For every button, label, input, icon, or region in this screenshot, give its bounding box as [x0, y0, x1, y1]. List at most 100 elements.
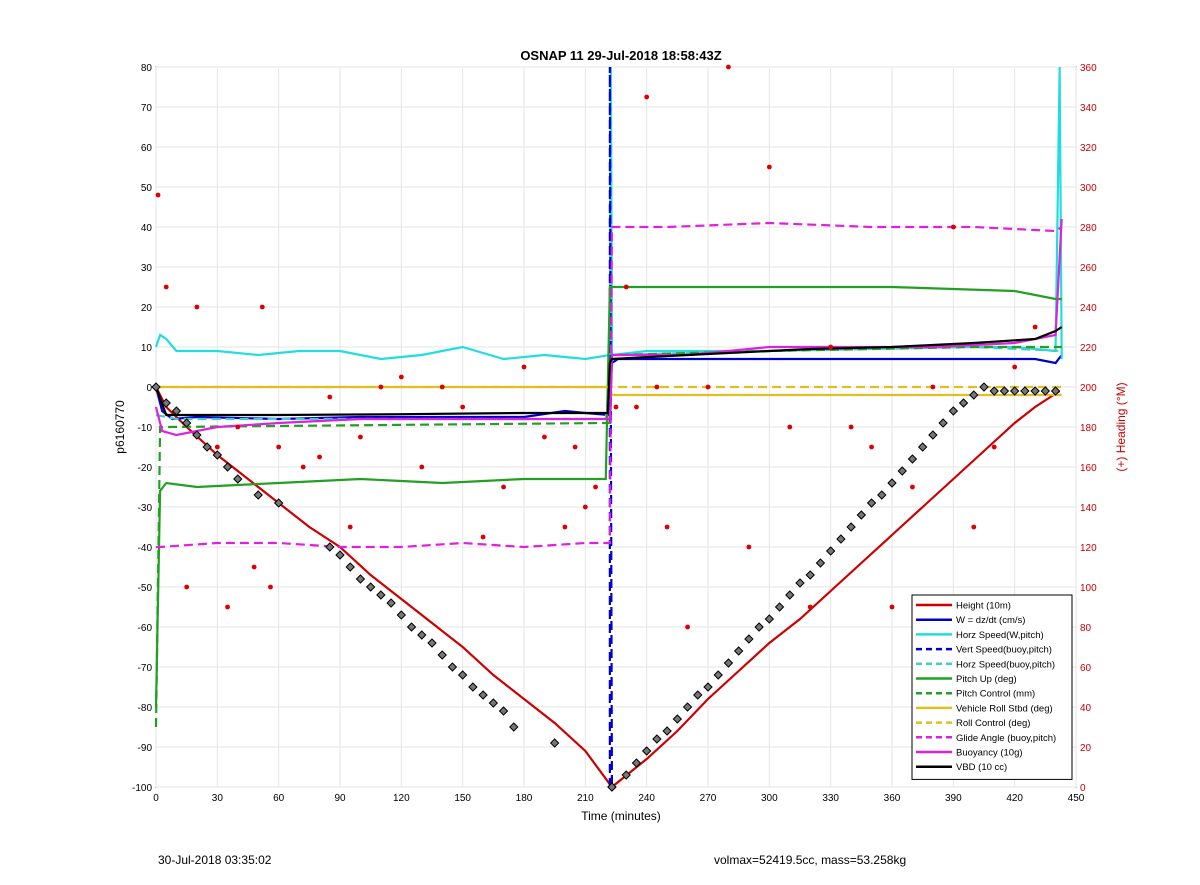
- depth-marker: [795, 578, 805, 588]
- y2-tick-label: 40: [1080, 703, 1092, 714]
- depth-marker: [723, 658, 734, 668]
- y2-tick-label: 180: [1080, 423, 1097, 434]
- heading-point: [726, 64, 731, 70]
- depth-marker: [703, 682, 713, 692]
- depth-marker: [468, 682, 478, 692]
- depth-marker: [447, 662, 458, 672]
- series-line: [154, 285, 1062, 708]
- depth-marker: [212, 450, 223, 460]
- legend-entry: Glide Angle (buoy,pitch): [956, 733, 1056, 744]
- depth-marker: [641, 746, 652, 756]
- chart-title: OSNAP 11 29-Jul-2018 18:58:43Z: [520, 48, 721, 63]
- heading-point: [766, 164, 772, 170]
- heading-point: [300, 464, 306, 470]
- heading-point: [501, 484, 506, 490]
- heading-point: [593, 484, 598, 490]
- depth-marker: [805, 570, 815, 580]
- legend-entry: Height (10m): [956, 601, 1011, 612]
- y2-tick-label: 160: [1080, 463, 1097, 474]
- y-tick-label: -70: [138, 663, 153, 674]
- heading-point: [613, 404, 619, 410]
- depth-marker: [846, 522, 856, 532]
- depth-marker: [335, 550, 345, 560]
- x-tick-label: 300: [761, 793, 778, 804]
- x-axis-label: Time (minutes): [581, 809, 661, 823]
- y2-tick-label: 60: [1080, 663, 1092, 674]
- legend-entry: Pitch Up (deg): [956, 674, 1017, 685]
- heading-point: [1012, 364, 1018, 370]
- heading-point: [685, 624, 690, 630]
- heading-point: [214, 444, 220, 450]
- depth-marker: [509, 722, 519, 732]
- depth-marker: [161, 398, 171, 408]
- legend-entry: Buoyancy (10g): [956, 748, 1023, 759]
- heading-point: [398, 374, 404, 380]
- depth-marker: [1009, 386, 1020, 396]
- depth-marker: [938, 418, 948, 428]
- depth-marker: [386, 598, 396, 608]
- depth-marker: [498, 706, 509, 716]
- series-line: [154, 326, 1063, 417]
- heading-point: [378, 384, 384, 390]
- y-tick-label: -90: [138, 743, 153, 754]
- heading-point: [347, 524, 353, 530]
- depth-marker: [1050, 386, 1061, 396]
- legend-entry: Horz Speed(W,pitch): [956, 630, 1044, 641]
- y-tick-label: 60: [141, 143, 153, 154]
- depth-marker: [958, 398, 969, 408]
- y2-tick-label: 320: [1080, 143, 1097, 154]
- depth-marker: [396, 610, 407, 620]
- y-tick-label: -100: [132, 783, 152, 794]
- y-axis-label: p6160770: [113, 400, 127, 454]
- depth-marker: [437, 650, 447, 660]
- heading-point: [654, 384, 660, 390]
- heading-point: [225, 604, 230, 610]
- y2-tick-label: 20: [1080, 743, 1092, 754]
- depth-marker: [1020, 386, 1030, 396]
- heading-point: [439, 384, 445, 390]
- depth-marker: [825, 546, 836, 556]
- x-tick-label: 270: [700, 793, 717, 804]
- heading-point: [460, 404, 466, 410]
- depth-marker: [856, 510, 867, 520]
- heading-point: [251, 564, 257, 570]
- y-tick-label: 20: [141, 303, 153, 314]
- heading-point: [971, 524, 977, 530]
- depth-marker: [1040, 386, 1051, 396]
- heading-point: [991, 444, 997, 450]
- depth-marker: [549, 738, 560, 748]
- y2-tick-label: 360: [1080, 63, 1097, 74]
- depth-marker: [652, 734, 662, 744]
- depth-marker: [877, 490, 887, 500]
- depth-marker: [202, 442, 212, 452]
- heading-point: [634, 404, 639, 410]
- depth-marker: [836, 534, 846, 544]
- depth-marker: [866, 498, 877, 508]
- x-tick-label: 240: [638, 793, 655, 804]
- y-tick-label: -60: [138, 623, 153, 634]
- y2-tick-label: 240: [1080, 303, 1097, 314]
- y2-tick-label: 220: [1080, 343, 1097, 354]
- depth-marker: [713, 670, 723, 680]
- depth-marker: [815, 558, 826, 568]
- x-tick-label: 210: [577, 793, 594, 804]
- heading-point: [542, 434, 547, 440]
- y-tick-label: 10: [141, 343, 153, 354]
- heading-point: [930, 384, 936, 390]
- x-tick-label: 90: [334, 793, 346, 804]
- y2-tick-label: 260: [1080, 263, 1097, 274]
- x-tick-label: 60: [273, 793, 285, 804]
- heading-point: [644, 94, 650, 100]
- depth-marker: [233, 474, 243, 484]
- y2-tick-label: 0: [1080, 783, 1086, 794]
- depth-marker: [417, 630, 427, 640]
- series-line: [156, 221, 1063, 549]
- heading-point: [317, 454, 322, 460]
- x-tick-label: 450: [1068, 793, 1085, 804]
- depth-marker: [273, 498, 284, 508]
- footer-stats: volmax=52419.5cc, mass=53.258kg: [714, 853, 907, 867]
- heading-point: [358, 434, 363, 440]
- depth-marker: [948, 406, 959, 416]
- depth-marker: [345, 562, 355, 572]
- depth-marker: [662, 726, 672, 736]
